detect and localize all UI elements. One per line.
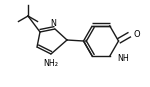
Text: N: N [50, 19, 56, 29]
Text: NH₂: NH₂ [44, 58, 59, 68]
Text: NH: NH [118, 54, 129, 63]
Text: O: O [134, 30, 140, 39]
